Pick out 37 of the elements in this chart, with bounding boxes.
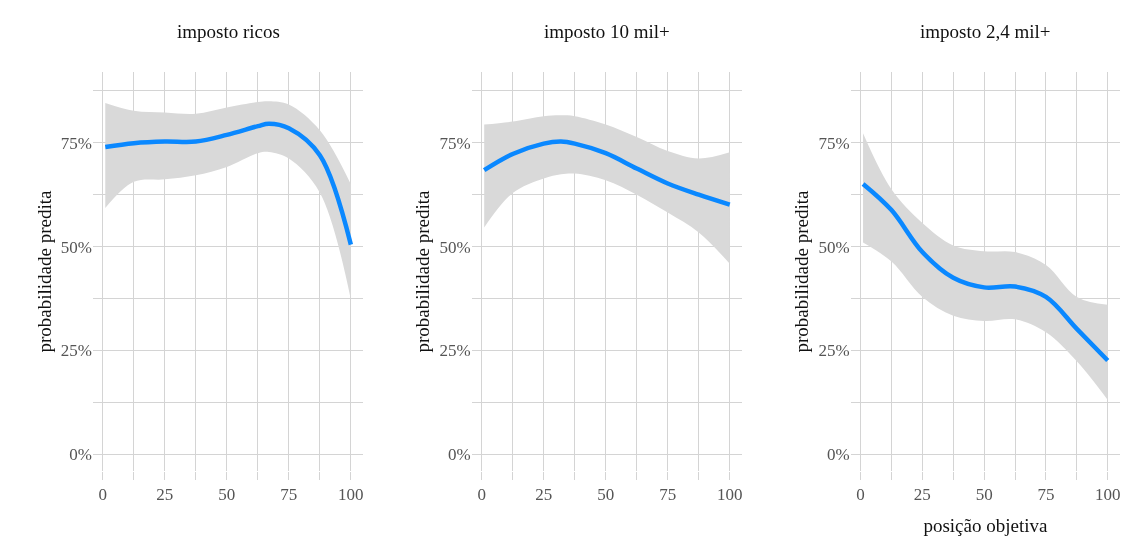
chart-title: imposto 2,4 mil+ (920, 21, 1051, 42)
y-tick-label: 25% (439, 341, 471, 361)
y-tick-label: 25% (818, 341, 850, 361)
y-tick-label: 75% (439, 133, 471, 153)
y-tick-label: 75% (818, 133, 850, 153)
y-tick-label: 0% (827, 445, 850, 465)
y-axis-title: probabilidade predita (33, 190, 55, 353)
y-tick-label: 0% (69, 445, 92, 465)
chart-title: imposto 10 mil+ (544, 21, 670, 42)
x-tick-label: 0 (98, 485, 108, 505)
x-tick-label: 25 (535, 485, 553, 505)
x-tick-label: 75 (280, 485, 298, 505)
y-tick-label: 0% (448, 445, 471, 465)
line-series (103, 121, 354, 247)
y-tick-label: 25% (60, 341, 92, 361)
x-tick-label: 100 (1094, 485, 1121, 505)
x-tick-label: 75 (659, 485, 677, 505)
x-tick-label: 50 (597, 485, 615, 505)
y-tick-label: 50% (60, 237, 92, 257)
x-axis-title: posição objetiva (923, 515, 1048, 537)
chart-title: imposto ricos (177, 21, 280, 42)
x-tick-label: 50 (218, 485, 236, 505)
x-tick-label: 25 (156, 485, 174, 505)
y-tick-label: 75% (60, 133, 92, 153)
x-tick-label: 0 (477, 485, 486, 505)
line-series (481, 139, 732, 207)
x-tick-label: 75 (1037, 485, 1055, 505)
x-tick-label: 100 (338, 485, 364, 505)
y-tick-label: 50% (439, 237, 471, 257)
line-series (860, 181, 1110, 363)
y-tick-label: 50% (818, 237, 850, 257)
y-axis-title: probabilidade predita (412, 190, 434, 353)
x-tick-label: 0 (856, 485, 865, 505)
x-tick-label: 25 (913, 485, 931, 505)
x-tick-label: 100 (717, 485, 743, 505)
x-tick-label: 50 (975, 485, 993, 505)
y-axis-title: probabilidade predita (791, 190, 813, 353)
